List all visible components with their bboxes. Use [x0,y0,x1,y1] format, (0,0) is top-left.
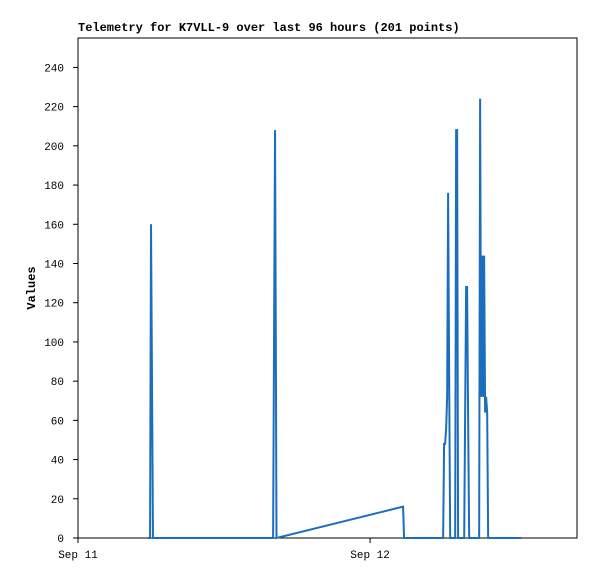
x-tick-label: Sep 12 [350,550,390,562]
y-tick-label: 0 [57,534,64,546]
y-tick-label: 120 [44,299,64,311]
y-tick-label: 100 [44,338,64,350]
y-tick-label: 60 [51,416,64,428]
y-tick-label: 20 [51,495,64,507]
plot-frame [77,37,578,539]
chart-title: Telemetry for K7VLL-9 over last 96 hours… [78,21,460,35]
y-tick-label: 80 [51,377,64,389]
data-line [147,98,522,540]
y-tick-label: 180 [44,181,64,193]
y-tick-label: 200 [44,142,64,154]
x-tick-label: Sep 11 [58,550,98,562]
y-tick-label: 140 [44,259,64,271]
y-tick-label: 160 [44,220,64,232]
y-tick-label: 40 [51,456,64,468]
y-tick-label: 220 [44,103,64,115]
y-tick-label: 240 [44,63,64,75]
y-axis-label: Values [25,266,39,309]
